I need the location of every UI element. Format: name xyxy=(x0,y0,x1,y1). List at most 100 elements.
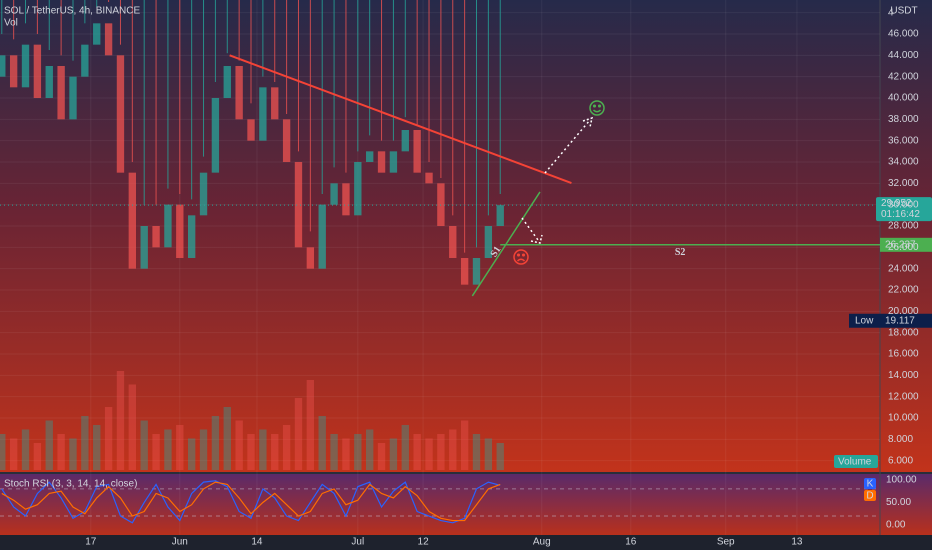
y-tick-label: 42.000 xyxy=(888,71,919,82)
volume-bar xyxy=(223,407,231,470)
candle-body xyxy=(366,151,374,162)
x-tick-label: 13 xyxy=(791,537,803,548)
volume-bar xyxy=(413,434,421,470)
volume-bar xyxy=(318,416,326,470)
y-tick-label: 22.000 xyxy=(888,285,919,296)
y-tick-label: 6.000 xyxy=(888,455,913,466)
volume-bar xyxy=(93,425,101,470)
candle-body xyxy=(211,97,220,173)
volume-bar xyxy=(342,438,350,470)
x-tick-label: 16 xyxy=(625,537,637,548)
y-tick-label: 26.000 xyxy=(888,242,919,253)
y-tick-label: 30.000 xyxy=(888,199,919,210)
volume-bar xyxy=(140,420,148,470)
y-tick-label: 16.000 xyxy=(888,349,919,360)
down-arrow-head xyxy=(530,234,543,244)
candle-body xyxy=(187,215,196,258)
low-text: Low xyxy=(855,315,874,326)
y-tick-label: 46.000 xyxy=(888,29,919,40)
y-tick-label: 18.000 xyxy=(888,327,919,338)
volume-bar xyxy=(69,438,77,470)
volume-bar xyxy=(460,420,469,470)
up-arrow-head xyxy=(582,116,594,128)
volume-bar xyxy=(449,429,457,470)
volume-bar xyxy=(176,425,184,470)
y-tick-label: 24.000 xyxy=(888,263,919,274)
candle-body xyxy=(484,225,493,258)
volume-bar xyxy=(81,416,89,470)
stoch-legend-label: K xyxy=(867,479,874,490)
candle-body xyxy=(104,23,113,56)
y-tick-label: 20.000 xyxy=(888,306,919,317)
volume-bar xyxy=(306,380,315,470)
candle-body xyxy=(21,44,30,88)
volume-bar xyxy=(211,416,220,470)
candle-body xyxy=(496,205,504,226)
stoch-legend-box xyxy=(864,478,876,489)
candle-body xyxy=(460,257,469,285)
volume-bar xyxy=(33,443,42,470)
candle-body xyxy=(449,225,457,258)
candle-body xyxy=(271,87,279,120)
candle-body xyxy=(57,65,65,120)
volume-bar xyxy=(366,429,374,470)
volume-bar xyxy=(57,434,65,470)
y-tick-label: 32.000 xyxy=(888,178,919,189)
price-badge-label: 26.237 xyxy=(885,239,916,250)
candle-body xyxy=(235,65,243,120)
stoch-tick-label: 100.00 xyxy=(886,475,917,486)
candle-body xyxy=(69,76,77,120)
low-badge xyxy=(849,313,932,328)
volume-bar xyxy=(199,429,208,470)
candle-body xyxy=(33,44,42,98)
volume-bar xyxy=(282,425,291,470)
candle-body xyxy=(389,151,398,173)
volume-bar xyxy=(164,429,172,470)
volume-bar xyxy=(116,371,125,470)
candle-body xyxy=(152,225,160,248)
candle-body xyxy=(413,129,421,173)
y-tick-label: 28.000 xyxy=(888,221,919,232)
candle-body xyxy=(354,161,362,216)
candle-body xyxy=(294,161,303,248)
candle-body xyxy=(199,172,208,216)
x-tick-label: Aug xyxy=(533,537,551,548)
currency: USDT xyxy=(890,6,917,17)
candle-body xyxy=(342,183,350,216)
smile-icon xyxy=(589,100,605,116)
time-axis xyxy=(0,535,932,550)
volume-badge xyxy=(834,455,878,468)
volume-bar xyxy=(9,438,18,470)
volume-bar xyxy=(496,443,504,470)
support-line xyxy=(471,191,541,297)
stoch-legend-box xyxy=(864,490,876,501)
volume-bar xyxy=(235,420,243,470)
stoch-title: Stoch RSI (3, 3, 14, 14, close) xyxy=(4,479,137,490)
y-tick-label: 34.000 xyxy=(888,157,919,168)
volume-bar xyxy=(0,434,6,470)
candle-body xyxy=(437,183,445,226)
candle-body xyxy=(128,172,137,269)
stoch-tick-label: 0.00 xyxy=(886,520,906,531)
candle-body xyxy=(318,204,326,269)
low-label: 19.117 xyxy=(885,315,915,326)
y-tick-label: 10.000 xyxy=(888,413,919,424)
volume-bar xyxy=(377,443,386,470)
candle-body xyxy=(306,247,315,269)
x-tick-label: 12 xyxy=(418,537,430,548)
x-tick-label: Jul xyxy=(351,537,364,548)
y-tick-label: 44.000 xyxy=(888,50,919,61)
volume-bar xyxy=(425,438,433,470)
y-tick-label: 40.000 xyxy=(888,93,919,104)
stoch-tick-label: 50.00 xyxy=(886,497,911,508)
volume-bar xyxy=(45,420,53,470)
candle-body xyxy=(223,65,231,98)
support-label: S2 xyxy=(675,247,686,258)
stoch-line xyxy=(1,481,501,522)
candle-body xyxy=(330,183,338,205)
x-tick-label: 14 xyxy=(251,537,263,548)
candle-body xyxy=(472,257,481,285)
volume-bar xyxy=(294,398,303,470)
y-tick-label: 14.000 xyxy=(888,370,919,381)
